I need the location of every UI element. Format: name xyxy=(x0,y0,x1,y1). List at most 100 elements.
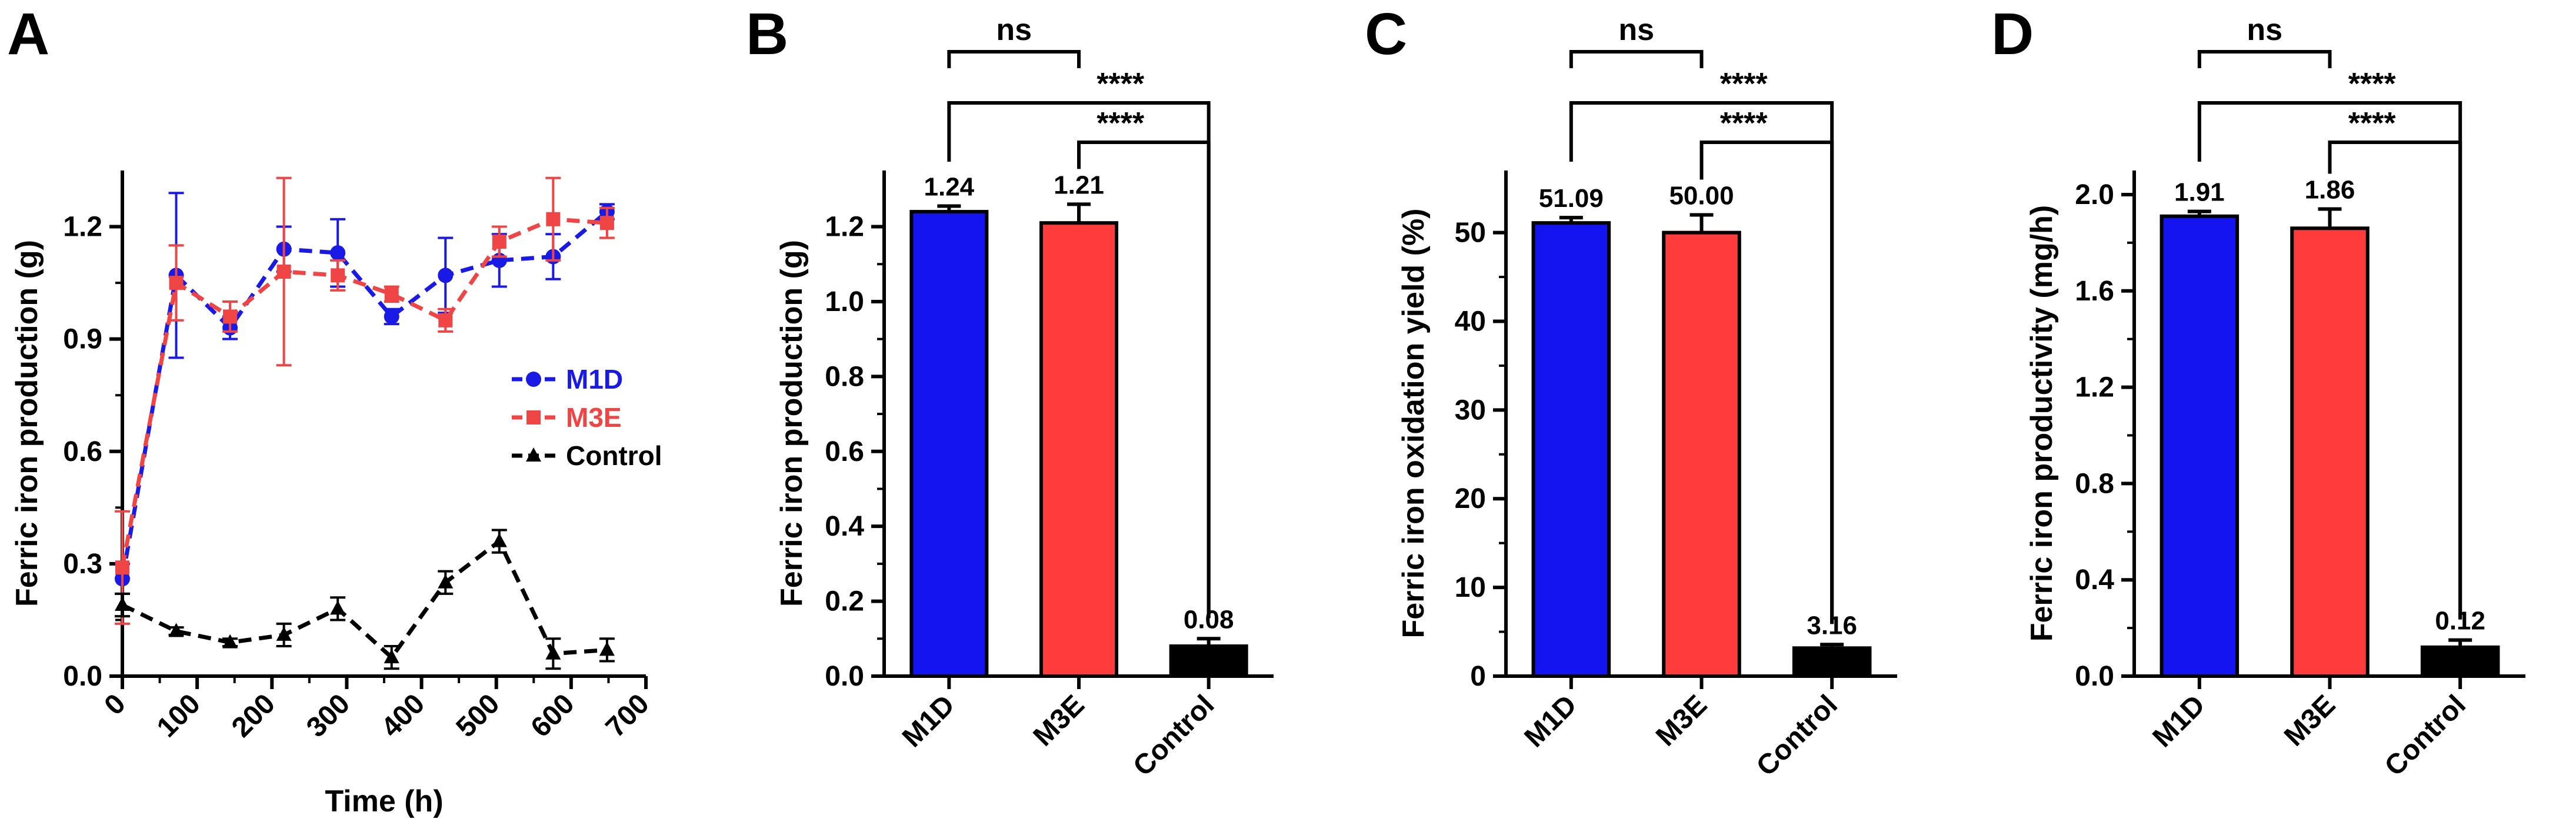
panel-d-x-tick-label: Control xyxy=(2379,689,2472,782)
panel-a-series-control-point xyxy=(491,533,507,547)
panel-a-series-m3e-point xyxy=(438,313,453,327)
panel-c-y-tick-label: 0 xyxy=(1470,661,1486,692)
panel-a-series-m3e-point xyxy=(384,287,399,302)
panel-b-y-tick-label: 0.0 xyxy=(825,661,864,692)
panel-c-x-tick-label: Control xyxy=(1751,689,1844,782)
panel-c-y-tick-label: 30 xyxy=(1455,395,1486,426)
panel-d-y-axis-title: Ferric iron productivity (mg/h) xyxy=(2025,205,2059,642)
panel-b-bar-m1d-value-label: 1.24 xyxy=(924,173,975,202)
panel-d-y-tick-label: 2.0 xyxy=(2075,179,2114,210)
panel-b-y-axis-title: Ferric iron production (g) xyxy=(775,240,809,607)
panel-d-y-tick-label: 0.8 xyxy=(2075,468,2114,499)
panel-a-series-control-point xyxy=(384,649,399,664)
panel-c-y-tick-label: 20 xyxy=(1455,483,1486,514)
panel-a-legend-control-label: Control xyxy=(566,440,662,471)
panel-a-series-control-point xyxy=(222,634,238,649)
panel-d-sig-bracket-1 xyxy=(2197,50,2332,68)
panel-a-x-tick-label: 0 xyxy=(98,688,131,721)
panel-a-series-control-point xyxy=(545,645,561,660)
panel-a-x-axis-title: Time (h) xyxy=(325,784,443,818)
panel-c-sig-bracket-1 xyxy=(1569,50,1704,68)
panel-d-sig-bracket-2-label: **** xyxy=(2348,67,2397,101)
panel-a-x-tick-label: 100 xyxy=(151,688,206,743)
panel-b-sig-bracket-1 xyxy=(947,50,1081,68)
panel-a-series-m3e-point xyxy=(546,212,561,226)
panel-b-bar-m1d xyxy=(909,210,989,678)
panel-a-legend-m1d-label: M1D xyxy=(566,364,623,395)
panel-a-legend-m1d-marker xyxy=(526,372,541,387)
panel-a-series-m3e-point xyxy=(331,268,345,283)
panel-b-bar-m3e xyxy=(1039,221,1118,678)
panel-a-series-m3e-point xyxy=(599,216,614,230)
panel-d-sig-bracket-3 xyxy=(2328,141,2462,620)
panel-a-series-control-point xyxy=(438,574,454,589)
panel-d-sig-bracket-1-label: ns xyxy=(2247,13,2282,47)
panel-a-series-m3e-point xyxy=(276,265,291,279)
panel-c-bar-m3e xyxy=(1662,230,1741,678)
panel-d-x-tick-label: M3E xyxy=(2278,689,2341,752)
panel-a-series-m3e-point xyxy=(223,309,238,324)
panel-a-series-m1d-point xyxy=(438,268,454,283)
panel-d-bar-m3e-value-label: 1.86 xyxy=(2305,176,2355,205)
panel-b-y-tick-label: 0.4 xyxy=(825,511,864,542)
panel-b-x-tick-label: Control xyxy=(1127,689,1220,782)
panel-a-series-m3e-line xyxy=(120,217,608,568)
panel-b-y-tick-label: 0.6 xyxy=(825,436,864,467)
panel-d-y-tick-label: 0.4 xyxy=(2075,564,2114,596)
panel-a-series-m1d-point xyxy=(330,245,346,261)
panel-b-y-tick-label: 1.0 xyxy=(825,286,864,317)
panel-c-sig-bracket-2-label: **** xyxy=(1720,67,1768,101)
panel-c-sig-bracket-1-label: ns xyxy=(1618,13,1654,47)
panel-b-x-tick-label: M1D xyxy=(897,689,961,753)
panel-a-y-axis-title: Ferric iron production (g) xyxy=(10,240,44,607)
panel-a-legend-m3e-marker xyxy=(526,410,541,424)
panel-a-y-tick-label: 0.3 xyxy=(63,549,102,580)
panel-a-series-m3e-point xyxy=(115,560,129,575)
panel-a-series-m3e-point xyxy=(492,235,506,249)
panel-c-bar-m3e-value-label: 50.00 xyxy=(1669,181,1734,210)
panel-d-y-tick-label: 1.6 xyxy=(2075,276,2114,307)
panel-c-x-tick-label: M3E xyxy=(1650,689,1713,752)
panel-c-x-tick-label: M1D xyxy=(1518,689,1582,753)
panel-c-y-axis-title: Ferric iron oxidation yield (%) xyxy=(1397,209,1431,639)
panel-d-bar-m1d-value-label: 1.91 xyxy=(2174,178,2225,207)
panel-c-y-tick-label: 50 xyxy=(1455,218,1486,249)
panel-a-series-control-point xyxy=(599,641,615,656)
panel-b-y-tick-label: 1.2 xyxy=(825,212,864,243)
panel-a-x-tick-label: 700 xyxy=(600,688,655,743)
panel-b-sig-bracket-1-label: ns xyxy=(996,13,1032,47)
panel-b-x-tick-label: M3E xyxy=(1028,689,1091,752)
panel-c-y-tick-label: 10 xyxy=(1455,572,1486,603)
panel-a-y-tick-label: 0.0 xyxy=(63,661,102,692)
panel-d-y-tick-label: 0.0 xyxy=(2075,661,2114,692)
panel-a-series-control-line xyxy=(121,538,608,661)
panel-a-letter: A xyxy=(7,1,49,67)
panel-a-series-control-point xyxy=(330,600,346,615)
panel-a-x-tick-label: 300 xyxy=(301,688,356,743)
panel-b-sig-bracket-3-label: **** xyxy=(1097,106,1145,141)
panel-a-legend-m3e-label: M3E xyxy=(566,402,622,433)
panel-b-sig-bracket-2-label: **** xyxy=(1097,67,1145,101)
panel-d-y-tick-label: 1.2 xyxy=(2075,372,2114,403)
panel-b-letter: B xyxy=(746,1,788,67)
panel-d-bar-m3e xyxy=(2290,226,2370,678)
panel-b-sig-bracket-3 xyxy=(1077,141,1211,619)
panel-c-bar-m1d-value-label: 51.09 xyxy=(1539,184,1604,213)
panel-d-bar-m1d xyxy=(2160,214,2240,678)
panel-a-y-tick-label: 0.6 xyxy=(63,436,102,467)
panel-c-letter: C xyxy=(1365,1,1407,67)
panel-c-bar-m1d xyxy=(1531,221,1611,678)
panel-d-letter: D xyxy=(1991,1,2034,67)
panel-a-series-m3e-point xyxy=(169,276,184,290)
panel-c-sig-bracket-3 xyxy=(1699,141,1834,624)
panel-a-y-tick-label: 0.9 xyxy=(63,324,102,355)
panel-c-bar-control xyxy=(1792,646,1872,678)
panel-a-x-tick-label: 200 xyxy=(226,688,281,743)
panel-a-x-tick-label: 600 xyxy=(525,688,581,743)
panel-a-series-m1d-line xyxy=(120,210,609,579)
panel-a-series-control-point xyxy=(115,596,130,611)
panel-a-legend-control-marker xyxy=(526,447,541,462)
panel-c-y-tick-label: 40 xyxy=(1455,306,1486,337)
